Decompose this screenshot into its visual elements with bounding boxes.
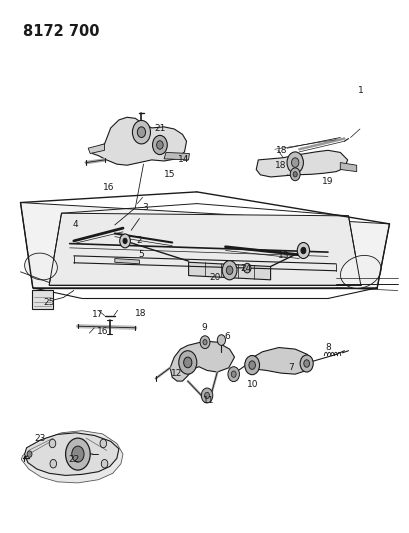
Text: 15: 15 — [164, 171, 175, 179]
Text: 2: 2 — [136, 237, 142, 245]
Circle shape — [200, 336, 209, 349]
Circle shape — [231, 371, 236, 377]
Circle shape — [292, 172, 297, 177]
Text: 13: 13 — [277, 252, 289, 260]
Text: 9: 9 — [200, 324, 206, 332]
Circle shape — [290, 168, 299, 181]
Polygon shape — [256, 150, 347, 177]
Circle shape — [226, 266, 232, 274]
Circle shape — [303, 360, 309, 367]
Ellipse shape — [25, 253, 57, 280]
Text: 10: 10 — [246, 381, 258, 389]
Text: 11: 11 — [203, 397, 214, 405]
Circle shape — [244, 356, 259, 375]
Text: 24: 24 — [240, 264, 251, 272]
Circle shape — [156, 141, 163, 149]
Circle shape — [217, 335, 225, 345]
Polygon shape — [21, 431, 123, 483]
Polygon shape — [170, 341, 234, 381]
Polygon shape — [339, 163, 356, 172]
Text: 16: 16 — [103, 183, 114, 192]
Text: 16: 16 — [97, 327, 108, 336]
Text: 6: 6 — [224, 333, 230, 341]
Circle shape — [50, 459, 56, 468]
Ellipse shape — [339, 255, 380, 288]
Text: 17: 17 — [92, 310, 103, 319]
Circle shape — [152, 135, 167, 155]
Circle shape — [248, 361, 255, 369]
Text: 18: 18 — [276, 146, 287, 155]
Circle shape — [132, 120, 150, 144]
Circle shape — [222, 261, 236, 280]
Circle shape — [297, 243, 309, 259]
Text: 3: 3 — [142, 204, 148, 212]
Text: 1: 1 — [357, 86, 363, 95]
Circle shape — [101, 459, 108, 468]
Text: 7: 7 — [288, 364, 293, 372]
Circle shape — [137, 127, 145, 138]
Text: 20: 20 — [209, 273, 220, 281]
Circle shape — [72, 446, 84, 462]
Circle shape — [27, 451, 32, 457]
Circle shape — [178, 351, 196, 374]
Bar — [32, 290, 53, 309]
Polygon shape — [164, 152, 189, 160]
Text: 8172 700: 8172 700 — [22, 24, 99, 39]
Circle shape — [227, 367, 239, 382]
Text: 18: 18 — [135, 309, 146, 318]
Circle shape — [286, 152, 303, 173]
Polygon shape — [49, 213, 360, 285]
Circle shape — [201, 388, 212, 403]
Text: 23: 23 — [34, 434, 46, 442]
Circle shape — [204, 392, 209, 399]
Circle shape — [49, 439, 56, 448]
Text: 8: 8 — [324, 343, 330, 352]
Text: 19: 19 — [321, 177, 333, 185]
Text: 25: 25 — [43, 298, 55, 307]
Circle shape — [299, 355, 312, 372]
Text: 5: 5 — [138, 251, 144, 259]
Text: 22: 22 — [68, 455, 79, 464]
Text: 18: 18 — [274, 161, 285, 169]
Circle shape — [202, 340, 207, 345]
Circle shape — [243, 263, 250, 273]
Text: 14: 14 — [178, 156, 189, 164]
Polygon shape — [25, 433, 119, 475]
Circle shape — [123, 238, 127, 244]
Text: 21: 21 — [154, 125, 165, 133]
Polygon shape — [88, 144, 104, 154]
Circle shape — [65, 438, 90, 470]
Circle shape — [291, 158, 298, 167]
Circle shape — [183, 357, 191, 368]
Polygon shape — [20, 203, 389, 288]
Polygon shape — [188, 262, 270, 280]
Polygon shape — [90, 117, 186, 165]
Polygon shape — [245, 348, 309, 374]
Circle shape — [300, 247, 305, 254]
Text: 12: 12 — [171, 369, 182, 377]
Circle shape — [100, 439, 106, 448]
Text: 4: 4 — [73, 221, 79, 229]
Circle shape — [119, 234, 130, 248]
Polygon shape — [115, 259, 139, 264]
